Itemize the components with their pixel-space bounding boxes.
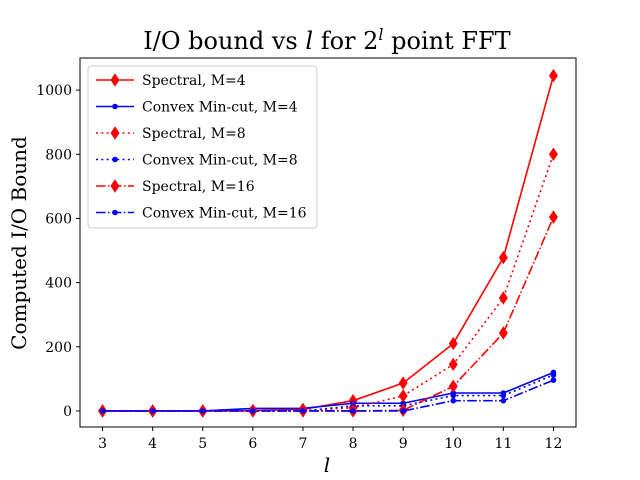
series-4-point <box>450 392 457 399</box>
legend-entry-2: Convex Min-cut, M=4 <box>142 100 298 116</box>
x-tick-label: 11 <box>494 436 512 452</box>
x-axis-label: l <box>324 453 330 477</box>
series-6-point <box>550 377 557 383</box>
y-tick-label: 400 <box>45 276 72 292</box>
x-tick-label: 9 <box>399 436 408 452</box>
series-6-point <box>400 408 406 414</box>
legend-marker-6 <box>112 209 118 216</box>
series-6-point <box>300 408 306 414</box>
x-tick-label: 4 <box>148 436 157 452</box>
series-line-6 <box>102 379 554 412</box>
series-6-point <box>99 408 106 414</box>
legend-entry-6: Convex Min-cut, M=16 <box>142 206 307 222</box>
series-line-2 <box>102 371 554 412</box>
series-3-point <box>498 291 508 305</box>
series-6-point <box>450 397 457 404</box>
series-line-5 <box>102 216 555 412</box>
plot-frame <box>79 57 577 428</box>
series-5-point <box>548 210 558 224</box>
legend-box <box>87 65 318 229</box>
series-1-point <box>398 376 408 390</box>
chart-title: I/O bound vs l for 2l point FFT <box>143 25 510 56</box>
x-tick-label: 7 <box>298 436 307 452</box>
legend-entry-4: Convex Min-cut, M=8 <box>142 153 298 169</box>
x-tick-label: 5 <box>198 436 207 452</box>
series-5-point <box>448 379 458 393</box>
series-3-point <box>548 147 558 161</box>
series-6-point <box>149 408 156 414</box>
y-axis-label: Computed I/O Bound <box>7 136 31 350</box>
legend-entry-5: Spectral, M=16 <box>142 179 255 195</box>
series-4-point <box>550 372 557 378</box>
series-6-point <box>250 408 256 414</box>
x-tick-label: 8 <box>349 436 358 452</box>
series-1-point <box>548 68 558 83</box>
legend-marker-4 <box>112 156 118 163</box>
legend-marker-3 <box>110 126 120 140</box>
x-tick-label: 12 <box>545 436 563 452</box>
y-tick-label: 0 <box>63 404 72 420</box>
series-6-point <box>350 408 356 414</box>
legend-entry-1: Spectral, M=4 <box>142 73 246 89</box>
series-6-point <box>199 408 206 414</box>
series-3-point <box>398 389 408 403</box>
legend-marker-2 <box>112 103 118 110</box>
legend-marker-5 <box>110 179 120 193</box>
series-4-point <box>500 392 507 399</box>
legend-entry-3: Spectral, M=8 <box>142 126 246 142</box>
y-tick-label: 200 <box>45 340 72 356</box>
series-1-point <box>448 336 458 351</box>
y-tick-label: 1000 <box>36 83 72 99</box>
y-tick-label: 800 <box>45 147 72 163</box>
series-6-point <box>500 397 507 404</box>
plot-series-group <box>98 68 558 418</box>
y-tick-label: 600 <box>45 211 72 227</box>
series-3-point <box>448 357 458 372</box>
x-tick-label: 10 <box>444 436 462 452</box>
series-line-4 <box>102 374 554 412</box>
x-tick-label: 6 <box>248 436 257 452</box>
legend-marker-1 <box>110 73 120 87</box>
series-1-point <box>498 250 508 265</box>
x-tick-label: 3 <box>98 436 107 452</box>
series-5-point <box>498 326 508 340</box>
